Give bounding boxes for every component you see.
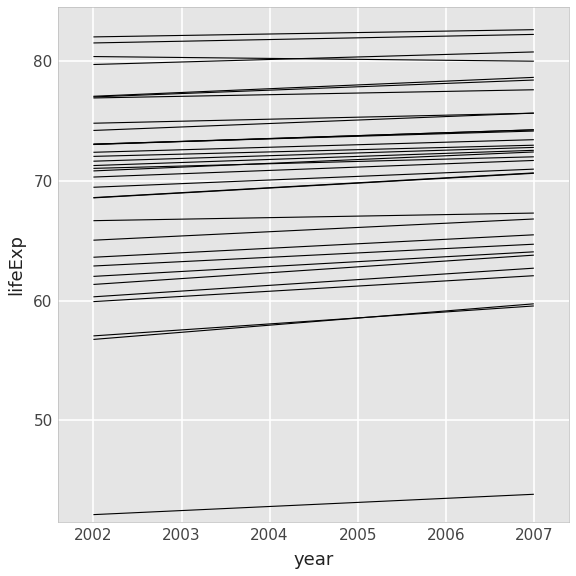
Y-axis label: lifeExp: lifeExp [7,234,25,295]
X-axis label: year: year [293,551,334,569]
